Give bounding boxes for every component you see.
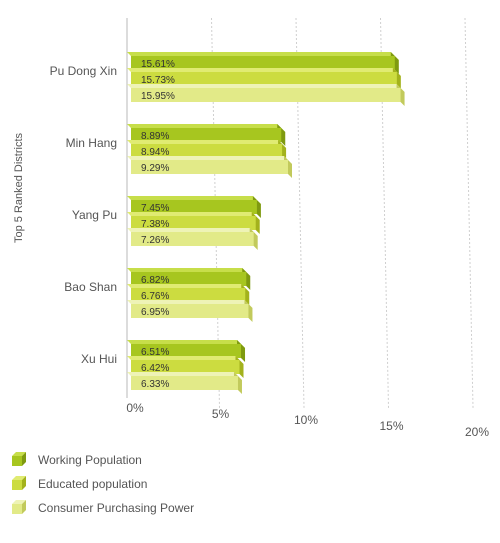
category-labels: Pu Dong Xin Min Hang Yang Pu Bao Shan Xu Hui	[50, 64, 117, 366]
legend-label: Working Population	[38, 453, 142, 467]
legend-swatch	[12, 480, 22, 490]
data-label: 7.45%	[141, 203, 169, 214]
axis-layer: Top 5 Ranked Districts	[13, 18, 128, 398]
legend-swatch-top	[12, 500, 26, 504]
bar	[131, 216, 256, 230]
legend: Working Population Educated population Con…	[12, 452, 194, 515]
bar	[131, 200, 257, 214]
data-label: 6.51%	[141, 347, 169, 358]
y-axis-label: Top 5 Ranked Districts	[13, 132, 25, 243]
bar	[131, 160, 289, 174]
bar	[131, 304, 249, 318]
category-label: Min Hang	[66, 136, 117, 150]
x-tick-label: 20%	[465, 425, 489, 439]
data-label: 15.61%	[141, 59, 175, 70]
bar	[131, 88, 401, 102]
x-tick-label: 0%	[126, 401, 144, 415]
x-tick-label: 15%	[379, 419, 403, 433]
data-label: 6.42%	[141, 363, 169, 374]
category-label: Yang Pu	[72, 208, 117, 222]
data-label: 6.76%	[141, 291, 169, 302]
bar	[131, 360, 240, 374]
bar	[131, 376, 238, 390]
legend-swatch-side	[22, 452, 26, 466]
data-label: 8.89%	[141, 131, 169, 142]
legend-label: Consumer Purchasing Power	[38, 501, 194, 515]
data-label: 7.38%	[141, 219, 169, 230]
legend-swatch-side	[22, 500, 26, 514]
legend-swatch	[12, 456, 22, 466]
data-label: 6.33%	[141, 379, 169, 390]
data-label: 15.73%	[141, 75, 175, 86]
data-label: 15.95%	[141, 91, 175, 102]
data-label: 8.94%	[141, 147, 169, 158]
x-tick-label: 5%	[212, 407, 230, 421]
data-label: 6.82%	[141, 275, 169, 286]
bar	[131, 144, 283, 158]
legend-swatch-side	[22, 476, 26, 490]
data-label: 7.26%	[141, 235, 169, 246]
bar	[131, 272, 247, 286]
grid-line-4	[464, 17, 474, 409]
bar	[131, 232, 254, 246]
data-label: 9.29%	[141, 163, 169, 174]
bar	[131, 288, 246, 302]
data-label: 6.95%	[141, 307, 169, 318]
bars-layer: 15.61% 15.73% 15.95% 8.89% 8.94% 9.29% 7.45% 7.…	[127, 52, 405, 394]
bar	[131, 128, 282, 142]
category-label: Xu Hui	[81, 352, 117, 366]
legend-label: Educated population	[38, 477, 147, 491]
bar	[131, 72, 397, 86]
x-tick-label: 10%	[294, 413, 318, 427]
bar	[131, 344, 242, 358]
x-tick-labels: 0% 5% 10% 15% 20%	[126, 401, 489, 439]
bar	[131, 56, 395, 70]
legend-swatch-top	[12, 452, 26, 456]
category-label: Pu Dong Xin	[50, 64, 117, 78]
legend-swatch-top	[12, 476, 26, 480]
category-label: Bao Shan	[64, 280, 117, 294]
legend-swatch	[12, 504, 22, 514]
